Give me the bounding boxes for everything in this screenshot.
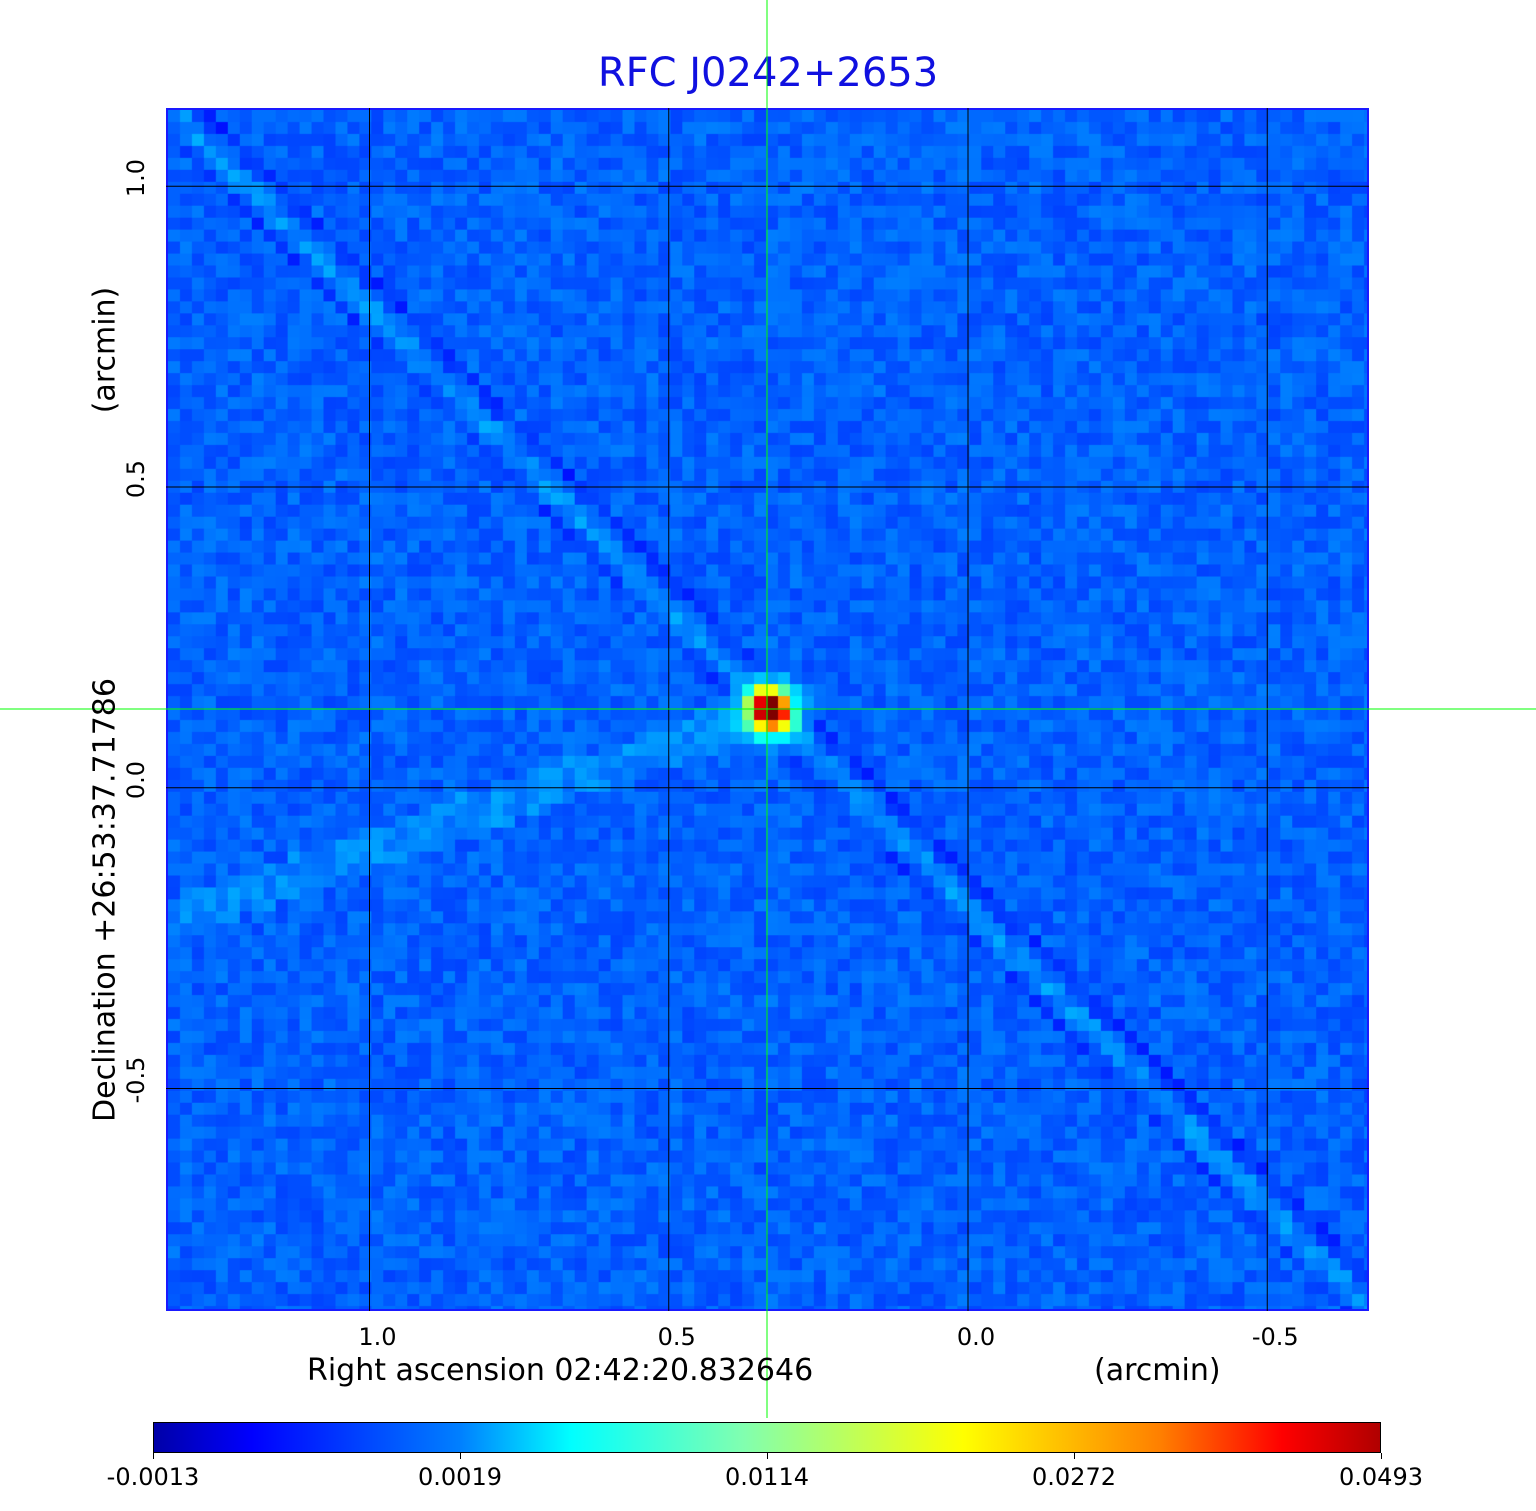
y-tick-label: 0.5 bbox=[122, 459, 150, 499]
y-tick-label: 0.0 bbox=[122, 760, 150, 799]
y-axis-label: Declination +26:53:37.71786 bbox=[87, 678, 123, 1122]
x-axis-label: Right ascension 02:42:20.832646 bbox=[307, 1353, 814, 1388]
x-tick-label: -0.5 bbox=[1251, 1323, 1299, 1351]
y-tick-label: 1.0 bbox=[122, 159, 150, 198]
x-tick-label: 0.5 bbox=[657, 1323, 696, 1351]
colorbar-tick bbox=[767, 1453, 768, 1459]
colorbar-tick bbox=[460, 1453, 461, 1459]
colorbar-tick bbox=[1074, 1453, 1075, 1459]
colorbar-tick bbox=[1381, 1453, 1382, 1459]
colorbar-tick bbox=[153, 1453, 154, 1459]
colorbar-tick-label: 0.0019 bbox=[418, 1463, 502, 1491]
colorbar bbox=[153, 1422, 1381, 1453]
colorbar-tick-label: 0.0272 bbox=[1032, 1463, 1116, 1491]
x-tick-label: 0.0 bbox=[956, 1323, 996, 1351]
y-axis-unit: (arcmin) bbox=[87, 286, 123, 414]
x-tick-label: 1.0 bbox=[358, 1323, 397, 1351]
colorbar-tick-label: 0.0493 bbox=[1339, 1463, 1423, 1491]
x-axis-unit: (arcmin) bbox=[1094, 1353, 1221, 1388]
y-tick-label: -0.5 bbox=[122, 1057, 150, 1104]
chart-title: RFC J0242+2653 bbox=[597, 50, 939, 96]
colorbar-tick-label: -0.0013 bbox=[106, 1463, 200, 1491]
colorbar-tick-label: 0.0114 bbox=[725, 1463, 809, 1491]
